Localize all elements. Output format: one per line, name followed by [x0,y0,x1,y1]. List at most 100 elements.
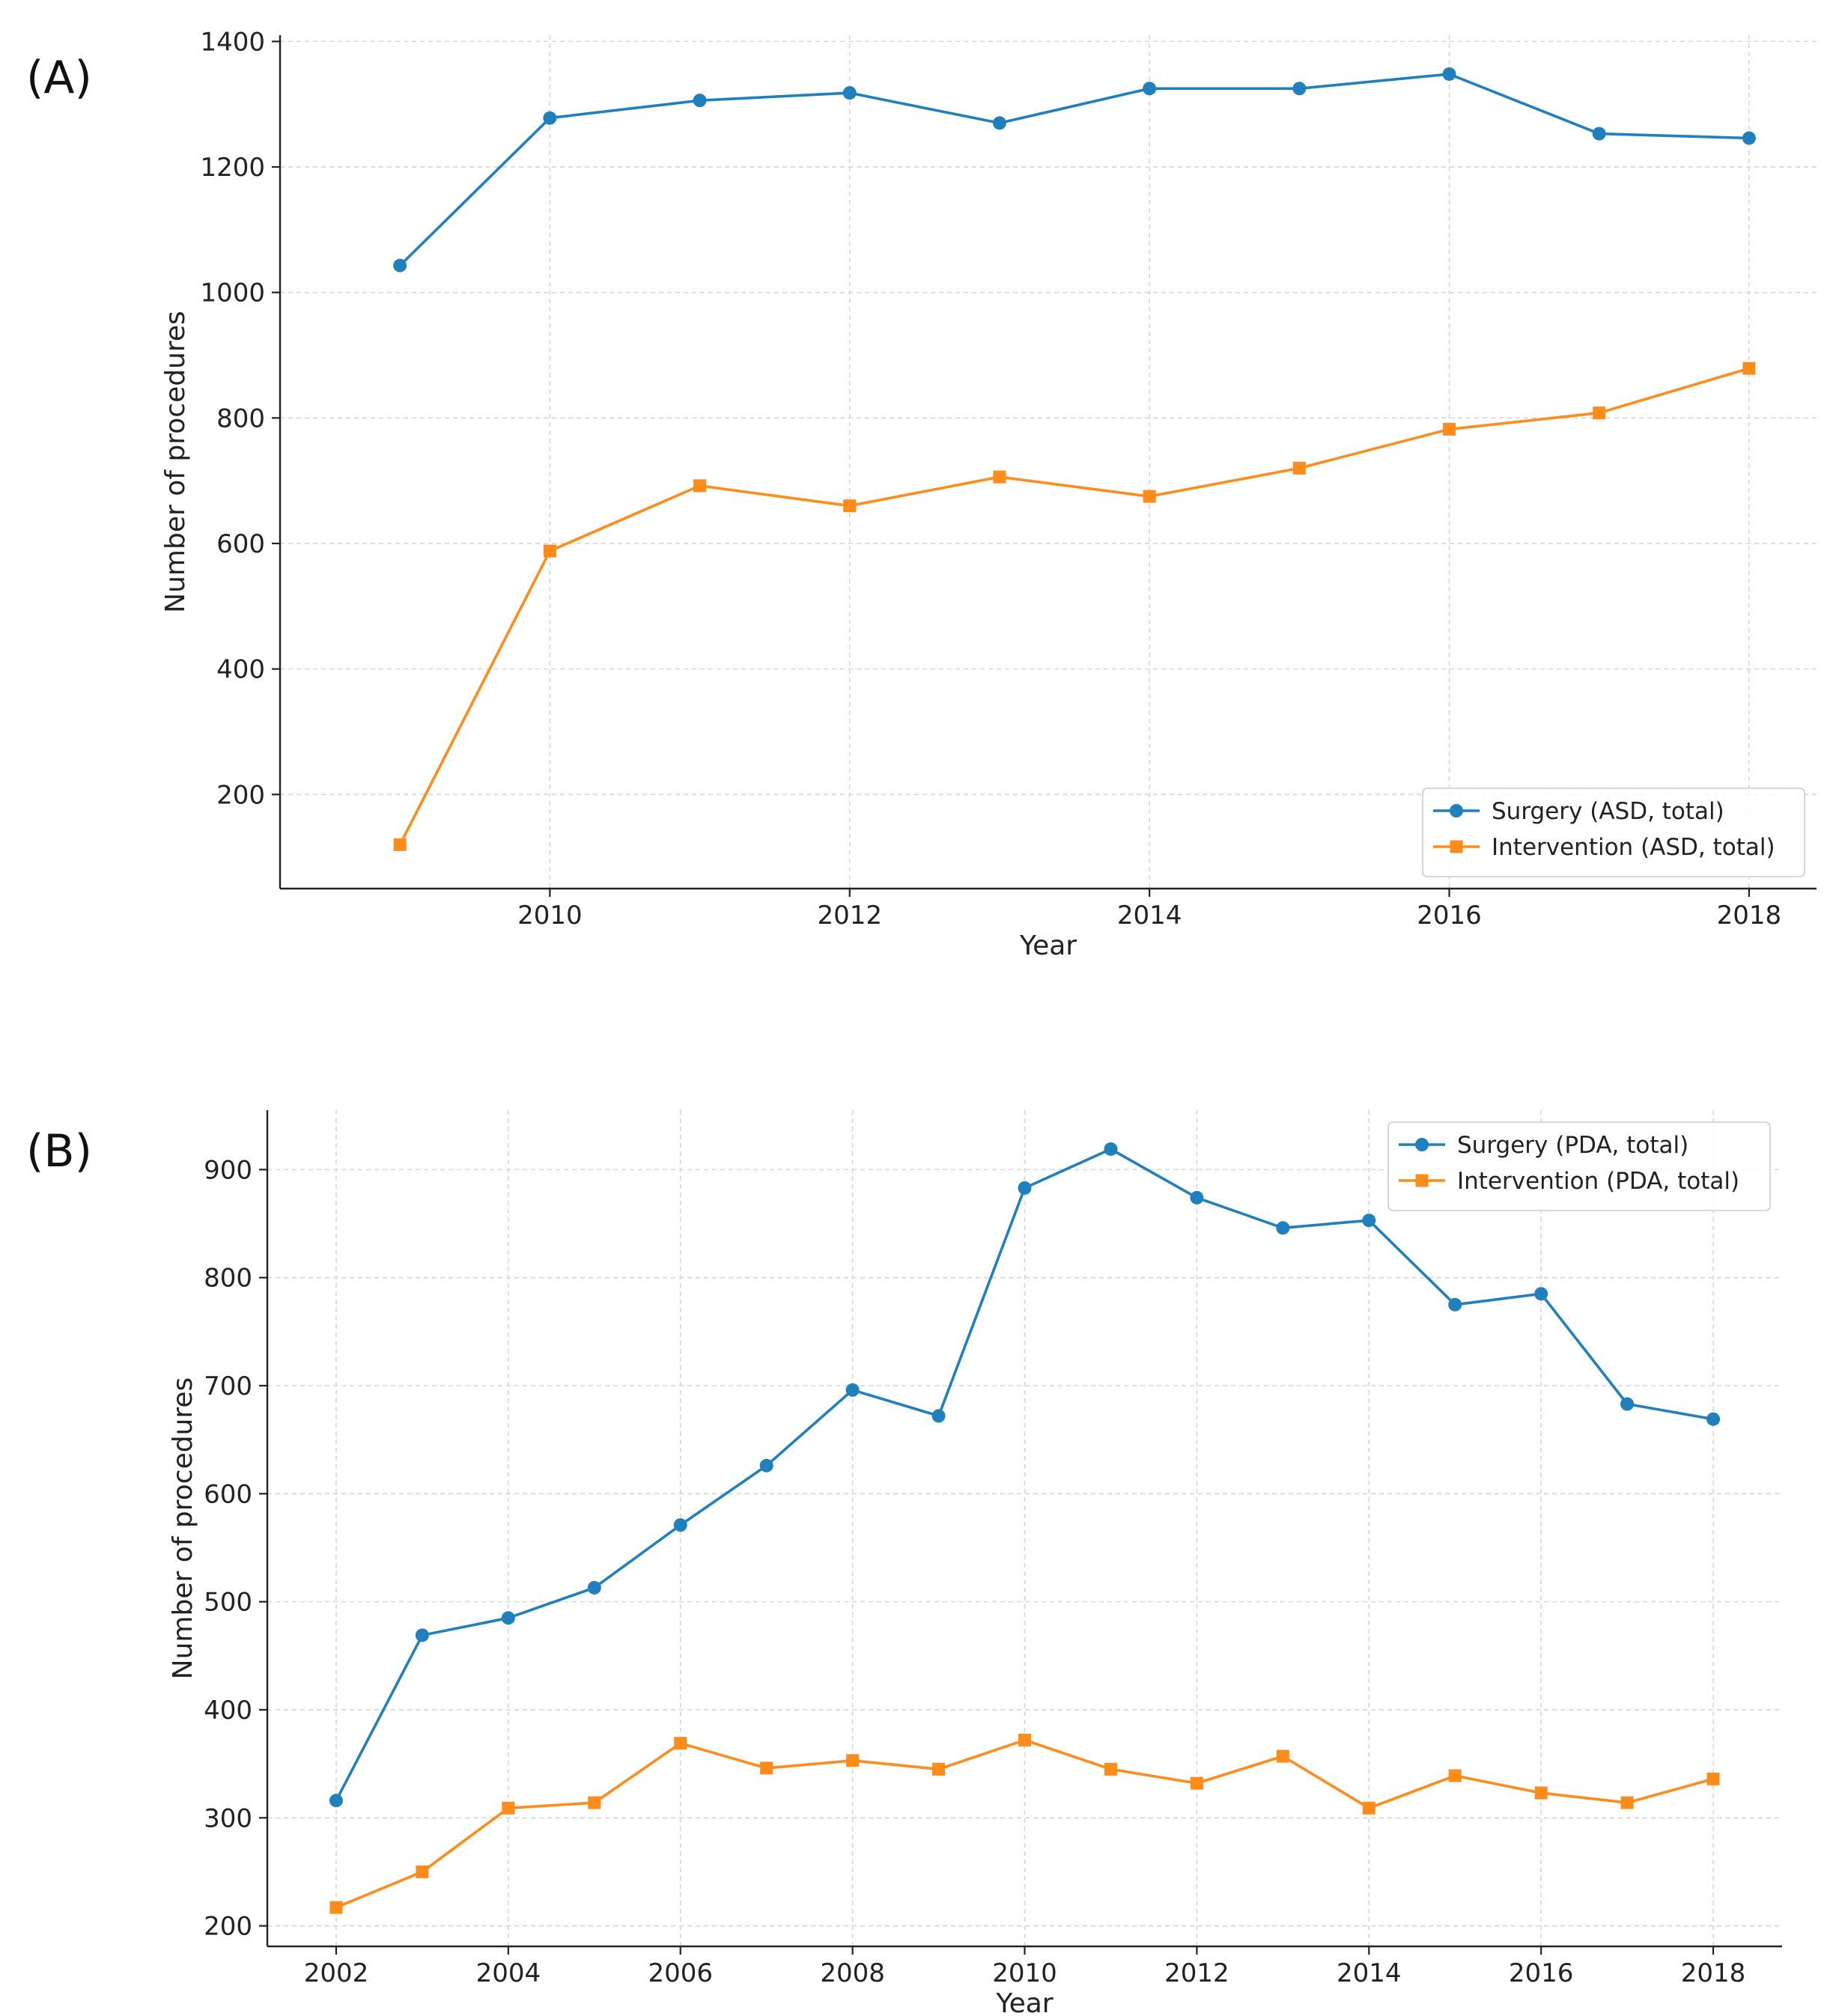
panel-a-legend-item-intervention: Intervention (ASD, total) [1433,834,1775,861]
panel-a-point-intervention-2009 [393,838,407,851]
panel-a-legend-marker-intervention [1450,840,1463,853]
panel-a-point-surgery-2016 [1442,67,1456,81]
panel-b-point-intervention-2015 [1448,1769,1462,1782]
panel-a-axes: 2010 2012 2014 2016 2018 200 400 600 800 1000 1200… [200,27,1817,931]
panel-b-point-intervention-2017 [1620,1796,1634,1809]
panel-a-line-surgery [398,73,1749,267]
panel-a: (A) 2010 2012 2014 2016 2018 200 400 600 800 1000… [26,27,1817,961]
panel-b-ytick-label-700: 700 [204,1371,252,1401]
panel-a-point-surgery-2015 [1292,82,1307,96]
panel-a-label: (A) [26,52,92,104]
panel-b-point-surgery-2018 [1706,1412,1721,1426]
panel-b-xtick-label-2002: 2002 [304,1958,369,1988]
panel-a-x-axis-label: Year [1019,931,1077,961]
panel-b-point-intervention-2013 [1276,1749,1289,1763]
panel-a-gridlines [280,35,1817,889]
panel-b-point-surgery-2006 [673,1518,687,1532]
panel-b-point-intervention-2011 [1104,1762,1117,1776]
panel-b-point-surgery-2003 [415,1628,429,1642]
panel-a-point-intervention-2016 [1443,422,1456,436]
panel-a-xtick-label-2016: 2016 [1417,901,1482,931]
panel-b-point-intervention-2003 [416,1865,429,1878]
panel-b-ytick-label-300: 300 [204,1803,252,1833]
panel-b-point-surgery-2016 [1534,1287,1548,1301]
panel-b-point-surgery-2012 [1190,1190,1204,1205]
panel-b-ytick-label-600: 600 [204,1479,252,1509]
panel-b-ytick-label-900: 900 [204,1155,252,1185]
panel-b-xtick-label-2018: 2018 [1681,1958,1746,1988]
panel-b-point-intervention-2010 [1018,1733,1031,1747]
panel-b-point-surgery-2007 [759,1458,773,1473]
panel-b-point-surgery-2004 [501,1611,515,1625]
panel-b: (B) 2002 2004 2006 2008 2010 2012 2014 2016 2018… [26,1110,1782,2016]
panel-b-point-intervention-2018 [1706,1772,1720,1785]
panel-b-point-surgery-2011 [1104,1142,1118,1156]
panel-b-point-surgery-2013 [1276,1221,1290,1235]
panel-b-point-intervention-2007 [760,1761,773,1775]
panel-b-ytick-label-200: 200 [204,1912,252,1942]
panel-a-ytick-label-800: 800 [216,403,265,433]
panel-a-point-intervention-2015 [1292,461,1306,475]
panel-b-y-axis-label: Number of procedures [168,1377,198,1680]
panel-a-xtick-label-2014: 2014 [1117,901,1182,931]
panel-b-xtick-label-2004: 2004 [476,1958,541,1988]
panel-a-point-intervention-2010 [543,544,556,558]
panel-b-legend-marker-intervention [1415,1174,1429,1187]
panel-b-ytick-label-500: 500 [204,1588,252,1618]
panel-b-point-surgery-2015 [1448,1297,1462,1312]
panel-b-point-surgery-2005 [587,1580,601,1595]
panel-a-line-intervention [398,367,1750,846]
panel-b-point-surgery-2014 [1362,1213,1376,1228]
panel-b-legend-label-intervention: Intervention (PDA, total) [1457,1168,1739,1195]
panel-b-legend-marker-surgery [1415,1138,1429,1151]
panel-b-point-intervention-2014 [1362,1801,1375,1815]
panel-a-point-intervention-2011 [693,479,707,493]
panel-b-gridlines [267,1110,1782,1946]
panel-a-point-surgery-2009 [393,258,407,272]
panel-b-legend-label-surgery: Surgery (PDA, total) [1457,1132,1688,1159]
panel-a-legend-item-surgery: Surgery (ASD, total) [1433,798,1724,825]
panel-a-y-axis-label: Number of procedures [160,311,191,613]
panel-a-point-intervention-2014 [1143,490,1156,503]
panel-a-ytick-label-1200: 1200 [200,153,265,183]
panel-a-legend: Surgery (ASD, total) Intervention (ASD, … [1422,788,1805,877]
panel-a-legend-label-surgery: Surgery (ASD, total) [1492,798,1724,825]
panel-b-legend-item-intervention: Intervention (PDA, total) [1399,1168,1739,1195]
panel-a-point-surgery-2017 [1592,127,1606,141]
panel-b-axes: 2002 2004 2006 2008 2010 2012 2014 2016 2018 200 3… [204,1110,1782,1988]
panel-a-point-surgery-2018 [1742,131,1756,145]
panel-b-point-intervention-2012 [1190,1776,1203,1790]
panel-a-legend-box [1422,788,1805,877]
panel-a-xtick-label-2010: 2010 [517,901,583,931]
panel-b-ytick-label-400: 400 [204,1696,252,1726]
panel-b-xtick-label-2012: 2012 [1164,1958,1229,1988]
panel-b-x-axis-label: Year [995,1988,1053,2016]
panel-b-point-intervention-2002 [329,1901,343,1914]
panel-b-xtick-label-2016: 2016 [1509,1958,1574,1988]
panel-b-legend-item-surgery: Surgery (PDA, total) [1399,1132,1688,1159]
panel-a-ytick-label-400: 400 [216,655,265,685]
panel-b-ytick-label-800: 800 [204,1264,252,1294]
panel-b-point-intervention-2005 [588,1796,601,1809]
panel-a-point-intervention-2018 [1742,362,1756,375]
panel-b-point-surgery-2008 [845,1383,860,1397]
panel-b-point-surgery-2017 [1620,1397,1635,1411]
panel-a-ytick-label-1000: 1000 [200,278,265,308]
panel-a-point-surgery-2013 [992,116,1006,130]
panel-a-point-surgery-2011 [693,94,707,108]
panel-a-point-surgery-2012 [842,86,857,100]
panel-a-xtick-label-2018: 2018 [1717,901,1782,931]
panel-b-xtick-label-2014: 2014 [1337,1958,1402,1988]
panel-a-xtick-label-2012: 2012 [817,901,882,931]
panel-b-point-intervention-2008 [846,1754,860,1767]
panel-b-xtick-label-2006: 2006 [648,1958,713,1988]
panel-b-point-intervention-2016 [1534,1786,1548,1800]
panel-b-label: (B) [26,1125,92,1178]
panel-a-legend-label-intervention: Intervention (ASD, total) [1492,834,1775,861]
panel-b-point-intervention-2009 [932,1762,946,1776]
panel-b-point-surgery-2002 [329,1794,343,1808]
panel-a-ytick-label-600: 600 [216,529,265,559]
panel-a-ytick-label-200: 200 [216,780,265,810]
panel-a-point-intervention-2013 [993,470,1006,484]
